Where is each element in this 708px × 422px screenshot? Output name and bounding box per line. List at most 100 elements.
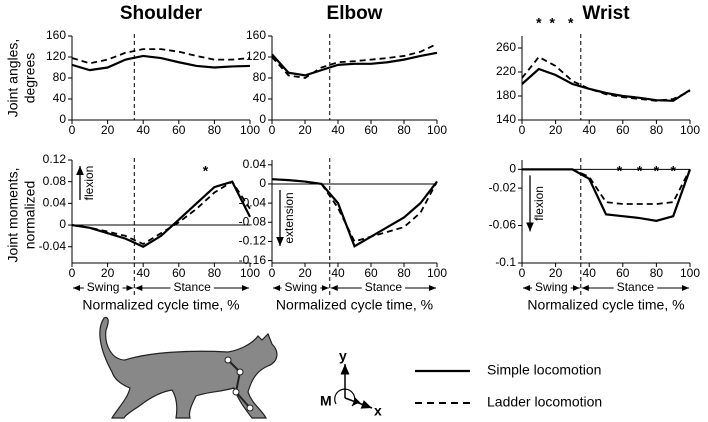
data-line: [271, 43, 438, 79]
y-tick-label: -0.1: [495, 255, 516, 269]
y-tick-label: 140: [496, 112, 516, 126]
x-tick-label: 60: [616, 266, 630, 280]
x-tick-label: 80: [650, 266, 664, 280]
axes-icon: y x M: [320, 348, 382, 419]
phase-label: Stance: [617, 280, 655, 294]
cat-illustration: [99, 316, 278, 419]
row-label: degrees: [22, 53, 38, 104]
row-label: Joint angles,: [5, 39, 21, 118]
data-line: [521, 67, 691, 102]
phase-label: Swing: [535, 280, 568, 294]
chart-title: Wrist: [582, 3, 630, 24]
x-axis-label: Normalized cycle time, %: [82, 297, 239, 313]
y-tick-label: 220: [496, 64, 516, 78]
x-tick-label: 20: [298, 266, 312, 280]
x-tick-label: 40: [137, 266, 151, 280]
y-tick-label: 260: [496, 40, 516, 54]
significance-marker: *: [568, 15, 574, 31]
x-tick-label: 0: [269, 266, 276, 280]
x-axis-label: Normalized cycle time, %: [527, 297, 684, 313]
y-tick-label: -0.04: [239, 195, 267, 209]
significance-marker: *: [637, 163, 643, 179]
data-line: [522, 168, 692, 222]
data-line: [521, 55, 691, 102]
significance-marker: *: [536, 15, 542, 31]
x-tick-label: 100: [680, 266, 700, 280]
significance-marker: *: [654, 163, 660, 179]
x-tick-label: 60: [364, 266, 378, 280]
y-tick-label: 120: [246, 49, 266, 63]
y-tick-label: 0.04: [243, 157, 267, 171]
phase-label: Swing: [285, 280, 318, 294]
x-tick-label: 80: [208, 123, 222, 137]
x-tick-label: 0: [269, 123, 276, 137]
y-tick-label: -0.04: [39, 239, 67, 253]
x-tick-label: 40: [583, 266, 597, 280]
data-line: [71, 180, 251, 246]
row-label: Joint moments,: [5, 168, 21, 263]
data-line: [271, 178, 438, 248]
x-tick-label: 20: [549, 123, 563, 137]
significance-marker: *: [617, 163, 623, 179]
data-line: [271, 178, 438, 243]
x-tick-label: 40: [331, 123, 345, 137]
y-tick-label: 0: [259, 112, 266, 126]
x-tick-label: 20: [549, 266, 563, 280]
y-tick-label: 0: [259, 176, 266, 190]
row-label: normalized: [22, 181, 38, 249]
axis-icon-label: y: [339, 348, 347, 364]
y-tick-label: -0.06: [489, 218, 517, 232]
axis-icon-label: x: [374, 403, 382, 419]
x-tick-label: 80: [397, 266, 411, 280]
x-tick-label: 60: [364, 123, 378, 137]
x-tick-label: 0: [519, 123, 526, 137]
x-tick-label: 60: [172, 266, 186, 280]
y-tick-label: 160: [46, 28, 66, 42]
chart-title: Shoulder: [120, 3, 203, 24]
x-tick-label: 100: [427, 123, 447, 137]
direction-label: flexion: [82, 166, 96, 201]
x-tick-label: 80: [208, 266, 222, 280]
x-tick-label: 80: [650, 123, 664, 137]
y-tick-label: 0.08: [43, 174, 67, 188]
x-tick-label: 20: [298, 123, 312, 137]
y-tick-label: 40: [53, 91, 67, 105]
data-line: [71, 180, 251, 248]
x-tick-label: 20: [101, 266, 115, 280]
y-tick-label: 80: [253, 70, 267, 84]
x-tick-label: 0: [519, 266, 526, 280]
significance-marker: *: [550, 15, 556, 31]
data-line: [71, 54, 251, 72]
x-tick-label: 100: [240, 266, 260, 280]
y-tick-label: 180: [496, 88, 516, 102]
phase-label: Stance: [173, 280, 211, 294]
legend-label: Simple locomotion: [487, 362, 601, 378]
x-tick-label: 100: [427, 266, 447, 280]
x-tick-label: 80: [397, 123, 411, 137]
direction-label: flexion: [532, 186, 546, 221]
significance-marker: *: [203, 163, 209, 179]
y-tick-label: -0.16: [239, 253, 267, 267]
phase-label: Stance: [365, 280, 403, 294]
x-tick-label: 20: [101, 123, 115, 137]
x-tick-label: 40: [331, 266, 345, 280]
direction-label: extension: [282, 192, 296, 243]
x-tick-label: 40: [583, 123, 597, 137]
x-tick-label: 60: [616, 123, 630, 137]
x-tick-label: 40: [137, 123, 151, 137]
y-tick-label: 0.12: [43, 152, 67, 166]
y-tick-label: 0: [59, 112, 66, 126]
axis-icon-label: M: [320, 393, 332, 409]
chart-title: Elbow: [327, 3, 383, 24]
y-tick-label: -0.08: [239, 214, 267, 228]
x-tick-label: 0: [69, 266, 76, 280]
data-line: [522, 168, 691, 205]
x-tick-label: 100: [240, 123, 260, 137]
y-tick-label: 40: [253, 91, 267, 105]
y-tick-label: 0: [59, 217, 66, 231]
legend-label: Ladder locomotion: [487, 394, 602, 410]
data-line: [271, 51, 438, 77]
phase-label: Swing: [87, 280, 120, 294]
y-tick-label: -0.02: [489, 180, 517, 194]
